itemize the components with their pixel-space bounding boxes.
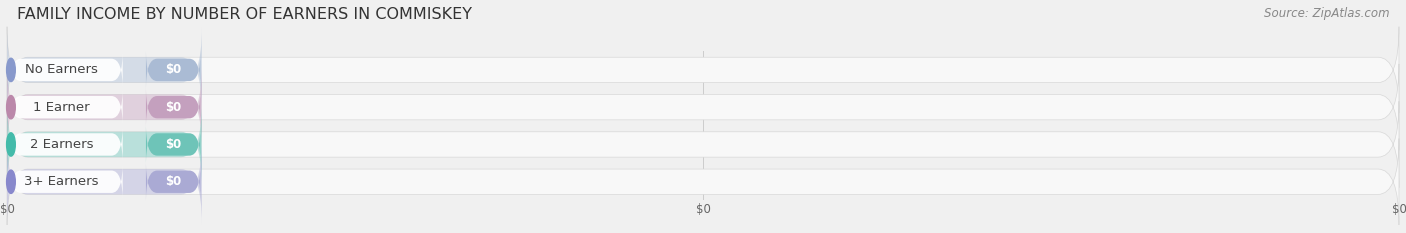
Circle shape xyxy=(7,58,15,82)
FancyBboxPatch shape xyxy=(7,101,1399,188)
Text: $0: $0 xyxy=(165,138,181,151)
FancyBboxPatch shape xyxy=(146,163,201,200)
FancyBboxPatch shape xyxy=(10,163,122,200)
Text: 2 Earners: 2 Earners xyxy=(30,138,93,151)
FancyBboxPatch shape xyxy=(10,126,122,163)
Text: Source: ZipAtlas.com: Source: ZipAtlas.com xyxy=(1264,7,1389,20)
Text: 3+ Earners: 3+ Earners xyxy=(24,175,98,188)
Text: $0: $0 xyxy=(165,63,181,76)
Circle shape xyxy=(7,133,15,156)
FancyBboxPatch shape xyxy=(7,64,1399,151)
FancyBboxPatch shape xyxy=(10,89,122,126)
FancyBboxPatch shape xyxy=(7,27,1399,113)
FancyBboxPatch shape xyxy=(146,89,201,126)
Circle shape xyxy=(7,96,15,119)
FancyBboxPatch shape xyxy=(7,27,202,113)
FancyBboxPatch shape xyxy=(7,101,202,188)
FancyBboxPatch shape xyxy=(146,126,201,163)
FancyBboxPatch shape xyxy=(7,138,202,225)
Text: $0: $0 xyxy=(165,175,181,188)
Circle shape xyxy=(7,170,15,193)
Text: FAMILY INCOME BY NUMBER OF EARNERS IN COMMISKEY: FAMILY INCOME BY NUMBER OF EARNERS IN CO… xyxy=(17,7,472,22)
Text: 1 Earner: 1 Earner xyxy=(34,101,90,114)
Text: $0: $0 xyxy=(165,101,181,114)
FancyBboxPatch shape xyxy=(7,64,202,151)
FancyBboxPatch shape xyxy=(146,51,201,89)
Text: No Earners: No Earners xyxy=(25,63,98,76)
FancyBboxPatch shape xyxy=(7,138,1399,225)
FancyBboxPatch shape xyxy=(10,51,122,89)
